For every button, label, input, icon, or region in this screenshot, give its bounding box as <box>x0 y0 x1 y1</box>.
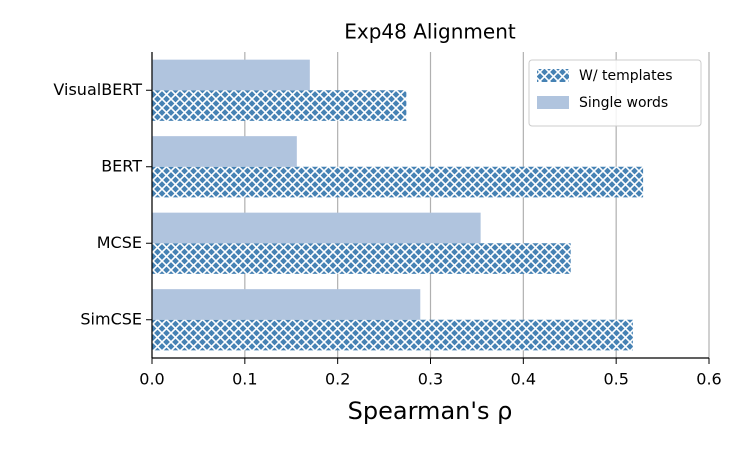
y-tick-label: VisualBERT <box>53 80 142 99</box>
chart-title: Exp48 Alignment <box>344 20 516 44</box>
bar <box>152 136 297 167</box>
y-tick-label: BERT <box>101 156 142 175</box>
bar <box>152 90 407 121</box>
bar <box>152 59 310 91</box>
legend-swatch <box>537 96 569 109</box>
x-axis-label: Spearman's ρ <box>348 397 513 425</box>
legend-box <box>528 59 702 127</box>
x-tick-label: 0.5 <box>603 370 628 389</box>
x-tick-label: 0.2 <box>325 370 350 389</box>
bar <box>152 212 481 244</box>
bar <box>152 319 633 351</box>
y-tick-label: SimCSE <box>80 309 142 328</box>
y-tick-label: MCSE <box>97 233 142 252</box>
legend-label: W/ templates <box>579 68 673 84</box>
legend-label: Single words <box>579 95 668 111</box>
bar <box>152 289 421 320</box>
x-tick-label: 0.0 <box>139 370 164 389</box>
x-tick-label: 0.1 <box>232 370 257 389</box>
x-tick-label: 0.6 <box>696 370 721 389</box>
legend-swatch <box>537 69 569 82</box>
bar <box>152 243 571 274</box>
x-tick-label: 0.3 <box>418 370 443 389</box>
x-tick-label: 0.4 <box>511 370 536 389</box>
bar <box>152 166 644 198</box>
